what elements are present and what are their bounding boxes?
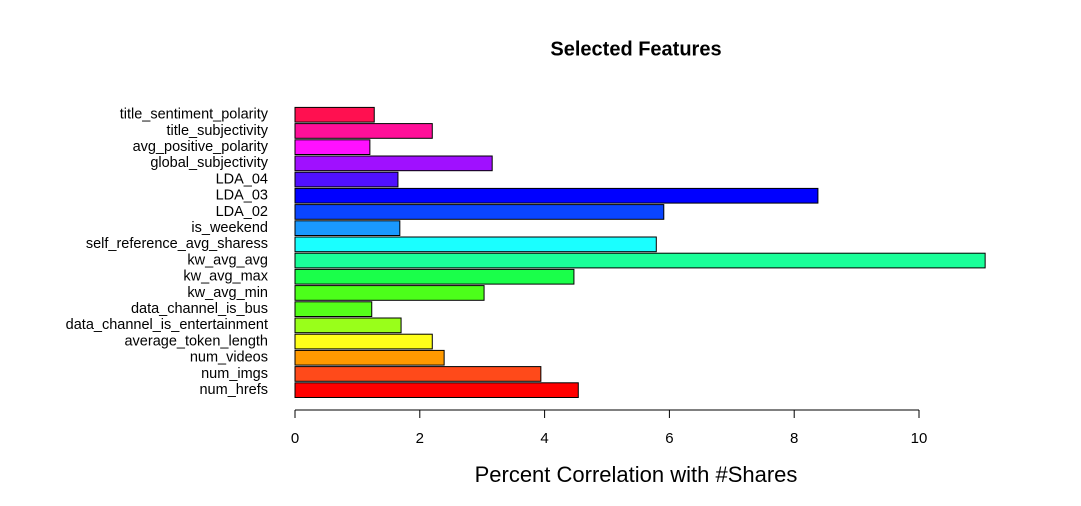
y-tick-label: kw_avg_avg — [187, 252, 268, 268]
bar — [294, 382, 579, 398]
bar — [294, 155, 493, 172]
y-tick-label: kw_avg_max — [183, 269, 268, 285]
chart-title: Selected Features — [550, 38, 721, 60]
y-tick-label: LDA_04 — [216, 171, 268, 187]
bar — [294, 171, 399, 188]
y-tick-label: average_token_length — [124, 333, 268, 349]
x-tick-label: 6 — [665, 430, 673, 447]
y-tick-label: LDA_02 — [216, 204, 268, 220]
bar — [294, 106, 375, 123]
bar — [294, 220, 401, 237]
x-axis-title: Percent Correlation with #Shares — [475, 462, 798, 487]
bar — [294, 333, 433, 350]
bar — [294, 366, 542, 382]
y-tick-label: global_subjectivity — [150, 155, 268, 171]
bar — [294, 301, 373, 317]
y-tick-label: num_videos — [190, 350, 268, 366]
y-tick-label: data_channel_is_entertainment — [66, 317, 268, 333]
bar — [294, 139, 371, 156]
y-tick-label: data_channel_is_bus — [131, 301, 268, 317]
y-tick-label: self_reference_avg_sharess — [86, 236, 268, 252]
bar — [294, 187, 819, 204]
bar — [294, 252, 986, 269]
bar — [294, 236, 657, 253]
y-tick-label: title_subjectivity — [166, 123, 268, 139]
bar — [294, 285, 485, 301]
y-tick-label: num_hrefs — [199, 382, 268, 398]
x-tick-label: 2 — [416, 430, 424, 447]
bar — [294, 268, 575, 285]
x-tick-label: 0 — [291, 430, 299, 447]
y-tick-label: LDA_03 — [216, 188, 268, 204]
x-tick-label: 10 — [911, 430, 928, 447]
y-tick-label: num_imgs — [201, 366, 268, 382]
bar — [294, 204, 665, 220]
bar — [294, 349, 445, 366]
y-tick-label: kw_avg_min — [187, 285, 268, 301]
x-tick-label: 8 — [790, 430, 798, 447]
bar — [294, 317, 402, 334]
x-tick-label: 4 — [540, 430, 548, 447]
bar — [294, 123, 433, 139]
y-tick-label: title_sentiment_polarity — [120, 107, 269, 123]
y-tick-label: is_weekend — [191, 220, 268, 236]
y-tick-label: avg_positive_polarity — [133, 139, 269, 155]
